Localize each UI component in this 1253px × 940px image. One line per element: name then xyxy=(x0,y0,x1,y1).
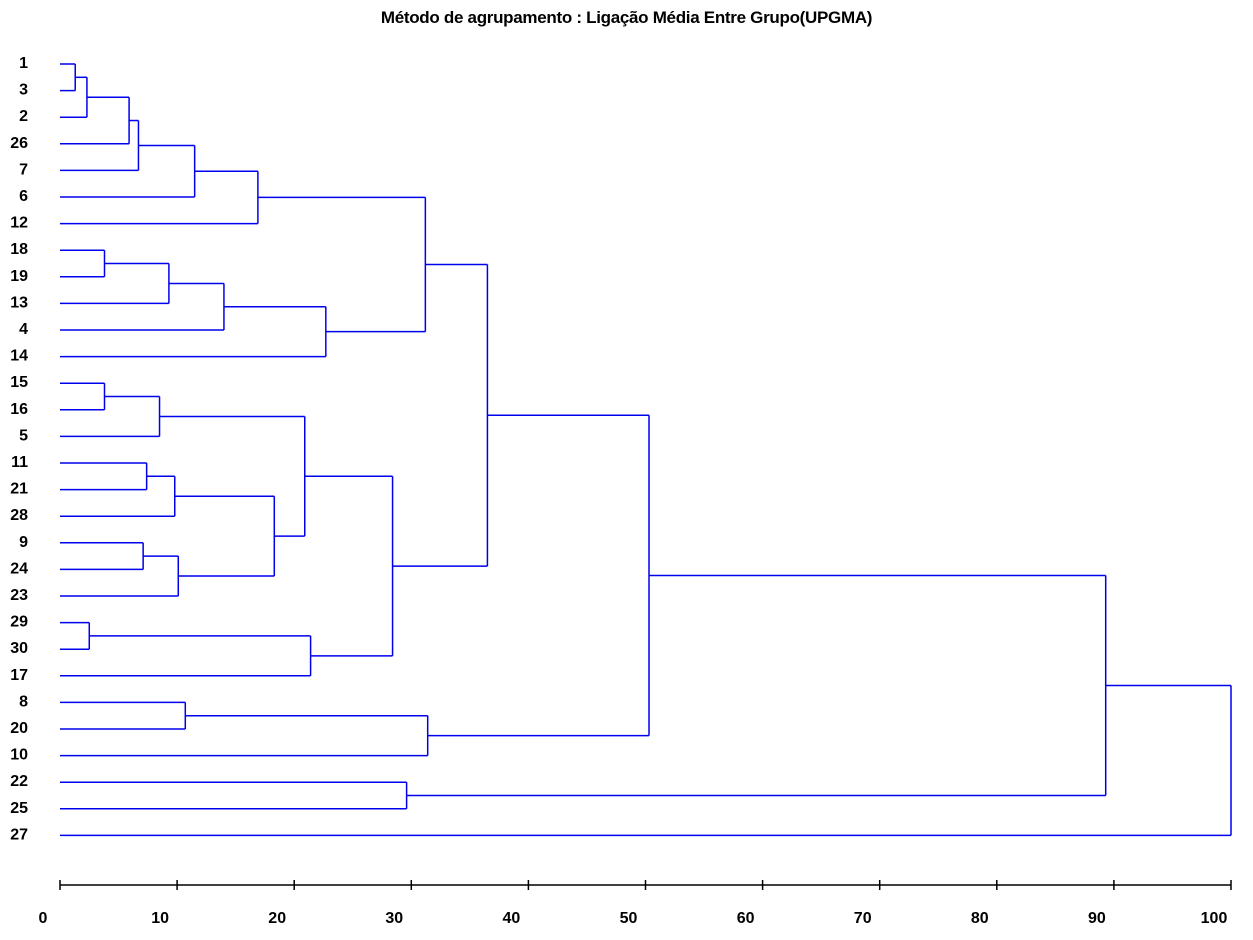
leaf-label: 23 xyxy=(10,587,28,604)
leaf-label: 16 xyxy=(10,401,28,418)
leaf-label: 8 xyxy=(19,693,28,710)
leaf-label: 19 xyxy=(10,268,28,285)
x-tick-label: 50 xyxy=(620,910,638,927)
leaf-label: 25 xyxy=(10,800,28,817)
leaf-label: 26 xyxy=(10,135,28,152)
leaf-label: 18 xyxy=(10,241,28,258)
leaf-label: 7 xyxy=(19,161,28,178)
leaf-label: 29 xyxy=(10,614,28,631)
leaf-label: 3 xyxy=(19,82,28,99)
leaf-label: 6 xyxy=(19,188,28,205)
leaf-label: 21 xyxy=(10,481,28,498)
leaf-label: 20 xyxy=(10,720,28,737)
leaf-label: 30 xyxy=(10,640,28,657)
leaf-label: 12 xyxy=(10,215,28,232)
x-tick-label: 80 xyxy=(971,910,989,927)
x-tick-label: 10 xyxy=(151,910,169,927)
x-axis: 0 10 20 30 40 50 60 70 80 90 100 xyxy=(39,880,1232,927)
leaf-label: 24 xyxy=(10,560,28,577)
leaf-label: 10 xyxy=(10,747,28,764)
leaf-label: 2 xyxy=(19,108,28,125)
x-tick-label: 90 xyxy=(1088,910,1106,927)
x-tick-label: 30 xyxy=(385,910,403,927)
chart-title: Método de agrupamento : Ligação Média En… xyxy=(380,8,873,27)
leaf-label: 17 xyxy=(10,667,28,684)
leaf-label: 13 xyxy=(10,294,28,311)
leaf-label: 14 xyxy=(10,348,28,365)
leaf-labels: 1322676121819134141516511212892423293017… xyxy=(10,55,28,843)
leaf-label: 5 xyxy=(19,427,28,444)
leaf-label: 22 xyxy=(10,773,28,790)
x-tick-label: 60 xyxy=(737,910,755,927)
dendrogram-links xyxy=(60,63,1232,837)
x-tick-label: 40 xyxy=(503,910,521,927)
leaf-label: 1 xyxy=(19,55,28,72)
leaf-label: 11 xyxy=(11,454,28,471)
leaf-label: 15 xyxy=(10,374,28,391)
x-tick-label: 70 xyxy=(854,910,872,927)
leaf-label: 27 xyxy=(10,826,28,843)
x-tick-label: 20 xyxy=(268,910,286,927)
leaf-label: 28 xyxy=(10,507,28,524)
x-tick-label: 100 xyxy=(1201,910,1228,927)
leaf-label: 4 xyxy=(19,321,28,338)
x-tick-label: 0 xyxy=(39,910,48,927)
leaf-label: 9 xyxy=(19,534,28,551)
